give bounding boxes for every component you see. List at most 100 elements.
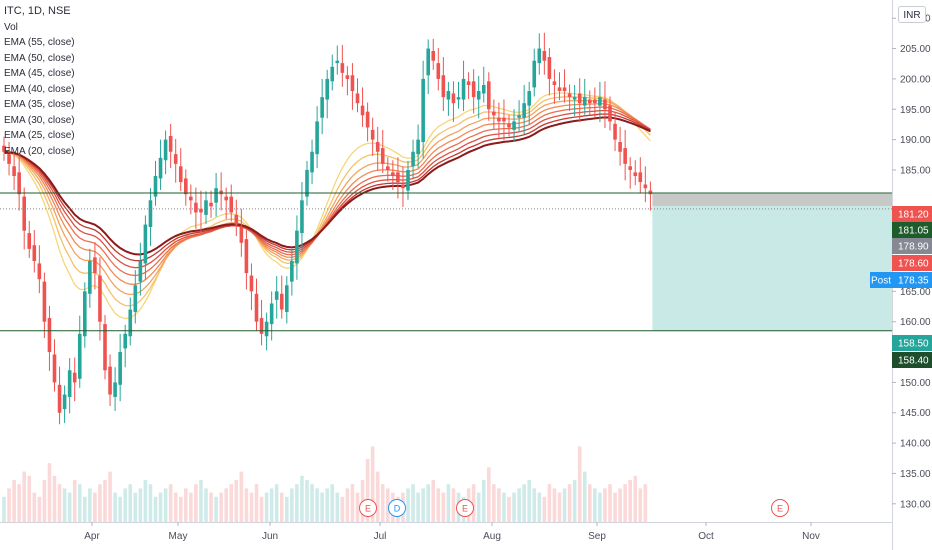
candle-body xyxy=(421,79,425,142)
volume-bar xyxy=(487,467,491,522)
volume-bar xyxy=(179,497,183,522)
candle-body xyxy=(12,166,16,176)
candle-body xyxy=(98,276,102,322)
candle-body xyxy=(144,225,148,264)
volume-bar xyxy=(118,497,122,522)
candle-body xyxy=(644,185,648,189)
candle-body xyxy=(628,166,632,170)
volume-bar xyxy=(214,497,218,522)
candle-body xyxy=(113,382,117,397)
candle-body xyxy=(447,91,451,99)
candle-body xyxy=(568,93,572,97)
candle-body xyxy=(457,97,461,99)
volume-bar xyxy=(310,484,314,522)
volume-bar xyxy=(588,484,592,522)
volume-bar xyxy=(527,480,531,522)
volume-bar xyxy=(184,488,188,522)
event-marker: D xyxy=(389,500,406,517)
volume-bar xyxy=(88,488,92,522)
candle-body xyxy=(553,81,557,85)
volume-bar xyxy=(7,488,11,522)
price-tag: 158.40 xyxy=(892,352,932,368)
volume-indicator-label[interactable]: Vol xyxy=(4,20,75,36)
volume-bar xyxy=(250,493,254,522)
event-marker: E xyxy=(457,500,474,517)
candle-body xyxy=(204,200,208,215)
candle-body xyxy=(315,121,319,154)
candle-body xyxy=(649,191,653,195)
candle-body xyxy=(633,172,637,176)
volume-bar xyxy=(639,488,643,522)
volume-bar xyxy=(128,484,132,522)
volume-bar xyxy=(154,497,158,522)
candle-body xyxy=(527,91,531,106)
candle-body xyxy=(285,285,289,312)
volume-bar xyxy=(553,488,557,522)
candle-body xyxy=(179,166,183,182)
candle-body xyxy=(381,148,385,164)
volume-bar xyxy=(149,484,153,522)
volume-bar xyxy=(53,476,57,522)
ema-20-label[interactable]: EMA (20, close) xyxy=(4,144,75,160)
candle-body xyxy=(245,239,249,273)
ema-55-label[interactable]: EMA (55, close) xyxy=(4,35,75,51)
ema-45-label[interactable]: EMA (45, close) xyxy=(4,66,75,82)
candle-body xyxy=(78,334,82,379)
currency-button[interactable]: INR xyxy=(898,6,926,23)
candle-body xyxy=(219,191,223,195)
volume-bar xyxy=(260,497,264,522)
volume-bar xyxy=(58,484,62,522)
ema-35-label[interactable]: EMA (35, close) xyxy=(4,97,75,113)
candle-body xyxy=(154,176,158,197)
ema-30-label[interactable]: EMA (30, close) xyxy=(4,113,75,129)
x-tick-label: Apr xyxy=(84,531,100,542)
volume-bar xyxy=(280,493,284,522)
volume-bar xyxy=(270,488,274,522)
volume-bar xyxy=(204,488,208,522)
candle-body xyxy=(613,124,617,140)
volume-bar xyxy=(452,488,456,522)
volume-bar xyxy=(623,484,627,522)
symbol-title[interactable]: ITC, 1D, NSE xyxy=(4,4,75,20)
ema-50-label[interactable]: EMA (50, close) xyxy=(4,51,75,67)
volume-bar xyxy=(406,488,410,522)
candle-body xyxy=(401,185,405,189)
volume-bar xyxy=(63,488,67,522)
volume-bar xyxy=(139,488,143,522)
volume-bar xyxy=(12,480,16,522)
candle-body xyxy=(548,57,552,79)
price-tag: 181.20 xyxy=(892,206,932,222)
candle-body xyxy=(522,103,526,118)
volume-bar xyxy=(48,463,52,522)
volume-bar xyxy=(416,493,420,522)
volume-bar xyxy=(497,488,501,522)
volume-bar xyxy=(532,488,536,522)
volume-bar xyxy=(209,493,213,522)
candle-body xyxy=(235,215,239,225)
candle-body xyxy=(538,49,542,64)
candle-body xyxy=(93,257,97,273)
ema-25-label[interactable]: EMA (25, close) xyxy=(4,128,75,144)
candle-body xyxy=(290,261,294,282)
candle-body xyxy=(351,75,355,91)
candle-body xyxy=(588,100,592,104)
volume-bar xyxy=(558,493,562,522)
volume-bar xyxy=(346,488,350,522)
candle-body xyxy=(593,100,597,104)
candle-body xyxy=(482,85,486,93)
volume-bar xyxy=(113,493,117,522)
volume-bar xyxy=(300,476,304,522)
price-tag: 178.60 xyxy=(892,255,932,271)
volume-bar xyxy=(240,472,244,522)
volume-bar xyxy=(376,472,380,522)
ema-40-label[interactable]: EMA (40, close) xyxy=(4,82,75,98)
y-tick-label: 185.00 xyxy=(900,165,931,176)
volume-bar xyxy=(522,484,526,522)
volume-bar xyxy=(295,484,299,522)
candle-body xyxy=(437,63,441,79)
y-tick-label: 190.00 xyxy=(900,135,931,146)
candle-body xyxy=(164,140,168,161)
candle-body xyxy=(376,142,380,152)
candle-body xyxy=(366,112,370,128)
